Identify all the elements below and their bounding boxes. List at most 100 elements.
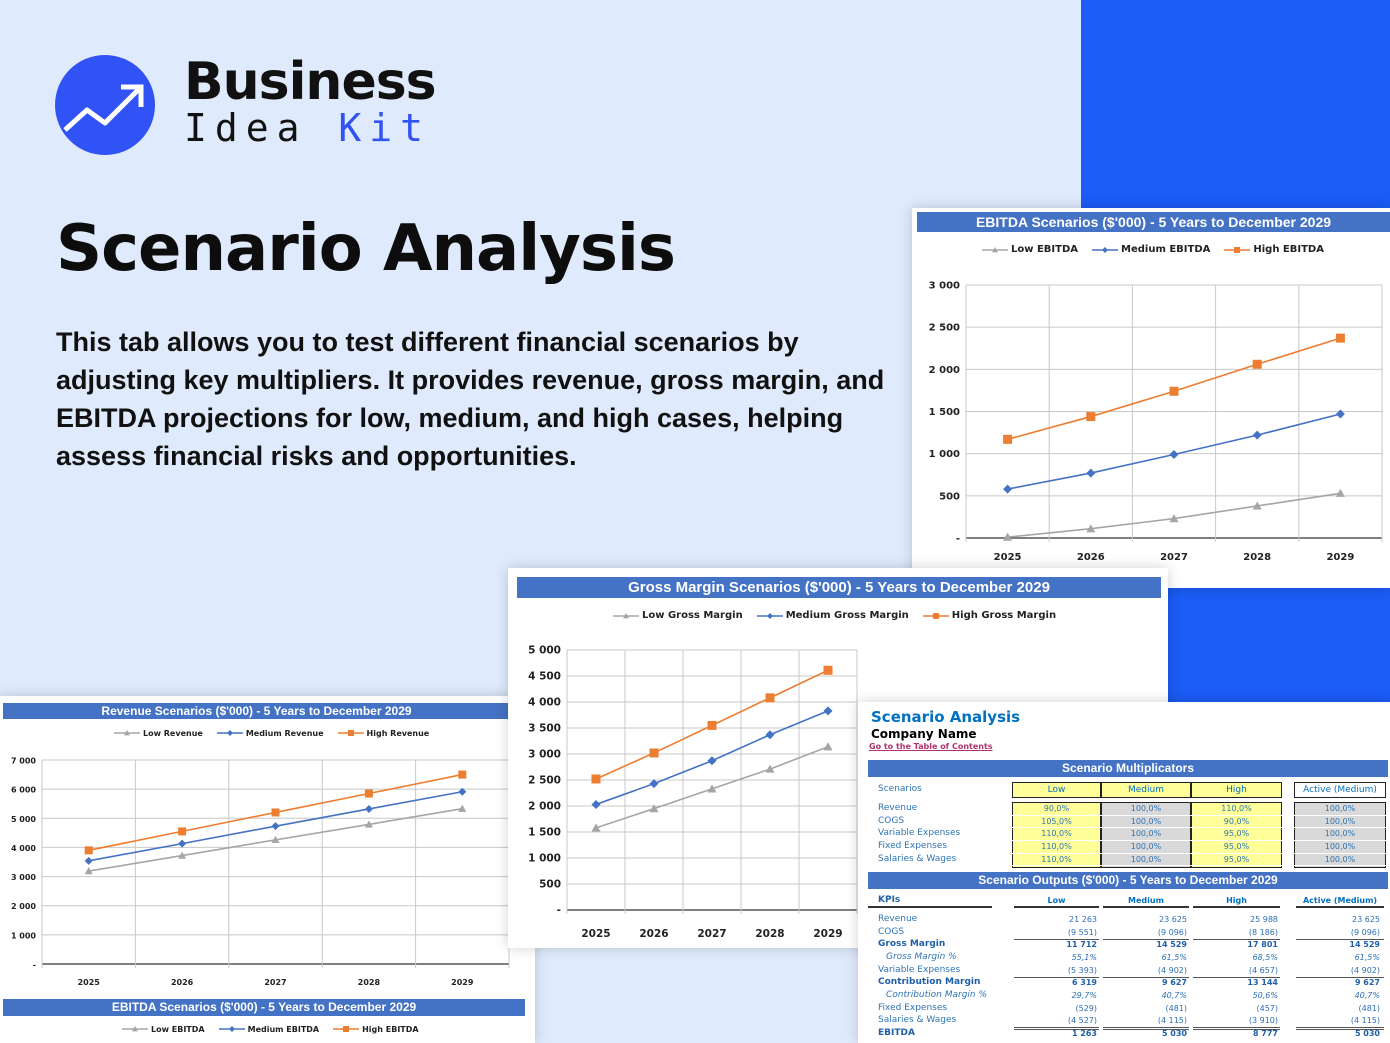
y-tick-label: 2 500	[528, 775, 561, 787]
output-value: 9 627	[1161, 978, 1187, 988]
divider	[1103, 906, 1189, 908]
x-tick-label: 2026	[639, 928, 668, 940]
output-value: 55,1%	[1071, 952, 1097, 962]
logo-business: Business	[184, 52, 437, 112]
data-point	[591, 823, 601, 832]
column-header: High	[1191, 782, 1282, 798]
output-value: 23 625	[1159, 915, 1187, 924]
multiplier-value: 110,0%	[1012, 828, 1101, 841]
data-point	[823, 742, 833, 751]
legend-label: High EBITDA	[362, 1024, 419, 1034]
data-point	[765, 730, 775, 740]
legend-item: High EBITDA	[333, 1024, 419, 1034]
data-point	[823, 665, 833, 675]
output-value: 25 988	[1250, 915, 1278, 924]
data-point	[765, 764, 775, 773]
output-value: 17 801	[1247, 940, 1278, 950]
legend-marker	[623, 612, 629, 618]
output-value: 40,7%	[1354, 990, 1380, 1000]
x-tick-label: 2027	[264, 978, 286, 987]
logo-idea: Idea	[184, 106, 308, 150]
output-value: 61,5%	[1161, 952, 1187, 962]
divider	[1014, 976, 1099, 978]
column-header: Low	[1012, 782, 1101, 798]
legend-marker	[132, 1026, 138, 1032]
scenarios-label: Scenarios	[878, 784, 922, 794]
data-point	[1335, 488, 1345, 497]
divider	[1296, 1027, 1384, 1031]
multiplier-value: 100,0%	[1294, 828, 1386, 841]
output-value: (457)	[1256, 1003, 1278, 1013]
output-row-label: Variable Expenses	[878, 964, 961, 975]
output-value: 50,6%	[1252, 990, 1278, 1000]
divider	[868, 906, 992, 908]
output-row-label: Gross Margin %	[886, 951, 957, 962]
page-title: Scenario Analysis	[56, 212, 676, 286]
output-value: (529)	[1075, 1003, 1097, 1013]
legend-item: High Revenue	[337, 728, 429, 738]
multiplier-value: 110,0%	[1191, 803, 1282, 816]
legend-diamond-icon	[218, 1026, 245, 1032]
x-tick-label: 2025	[581, 928, 610, 940]
legend-label: Low Gross Margin	[642, 610, 743, 621]
data-point	[84, 867, 93, 875]
output-column-header: Low	[1047, 896, 1066, 905]
legend-triangle-icon	[982, 246, 1008, 252]
multiplier-value: 100,0%	[1101, 828, 1191, 841]
data-point	[1335, 409, 1345, 419]
y-tick-label: -	[33, 961, 36, 970]
legend-label: High EBITDA	[1253, 244, 1324, 255]
data-point	[707, 756, 717, 766]
data-point	[364, 789, 373, 798]
output-value: (9 551)	[1067, 927, 1097, 937]
cell-block	[1012, 802, 1101, 868]
ebitda-chart-card: EBITDA Scenarios ($'000) - 5 Years to De…	[912, 208, 1390, 588]
data-point	[1169, 514, 1179, 523]
y-tick-label: 5 000	[11, 815, 36, 824]
legend-item: Low Gross Margin	[613, 610, 743, 621]
legend-marker	[932, 612, 939, 619]
output-value: 14 529	[1156, 940, 1187, 950]
ebitda-chart-legend: Low EBITDA Medium EBITDA High EBITDA	[122, 1024, 419, 1034]
data-point	[707, 720, 717, 730]
logo-idea-kit: Idea Kit	[184, 106, 431, 150]
sheet-title: Scenario Analysis	[871, 708, 1021, 726]
data-point	[591, 774, 601, 784]
output-value: (4 657)	[1248, 965, 1278, 975]
legend-marker	[347, 730, 354, 736]
legend-item: Low EBITDA	[982, 244, 1078, 255]
legend-item: Medium EBITDA	[1092, 244, 1210, 255]
legend-item: Medium EBITDA	[218, 1024, 319, 1034]
x-tick-label: 2028	[755, 928, 784, 940]
legend-triangle-icon	[122, 1026, 148, 1032]
divider	[1193, 938, 1280, 940]
multiplier-value: 100,0%	[1101, 803, 1191, 816]
data-point	[1086, 524, 1096, 533]
chart-legend: Low EBITDA Medium EBITDA High EBITDA	[982, 244, 1324, 255]
x-tick-label: 2028	[358, 978, 381, 987]
data-point	[1086, 412, 1096, 422]
divider	[1296, 906, 1384, 908]
data-point	[458, 770, 467, 779]
ebitda-chart: - 500 1 000 1 500 2 000 2 500 3 000 2025 2026 202…	[929, 281, 1383, 563]
legend-item: Medium Gross Margin	[756, 610, 909, 621]
legend-triangle-icon	[613, 612, 639, 618]
multiplier-label: Revenue	[878, 803, 918, 813]
divider	[1296, 938, 1384, 940]
data-point	[178, 827, 187, 836]
x-tick-label: 2027	[697, 928, 726, 940]
output-value: (4 115)	[1350, 1016, 1380, 1026]
toc-link[interactable]: Go to the Table of Contents	[869, 742, 993, 751]
cell-block	[1294, 802, 1386, 868]
output-value: 14 529	[1349, 940, 1380, 950]
y-tick-label: 1 000	[11, 931, 36, 940]
gross-margin-chart: - 500 1 000 1 500 2 000 2 500 3 000 3 500 4 000 4…	[528, 645, 858, 940]
cell-block	[1101, 802, 1191, 868]
cell-block	[1191, 802, 1282, 868]
data-point	[84, 856, 93, 865]
data-point	[458, 804, 467, 812]
output-value: 9 627	[1354, 978, 1380, 988]
output-value: (5 393)	[1067, 965, 1097, 975]
data-point	[1169, 386, 1179, 396]
multiplier-label: COGS	[878, 815, 905, 826]
